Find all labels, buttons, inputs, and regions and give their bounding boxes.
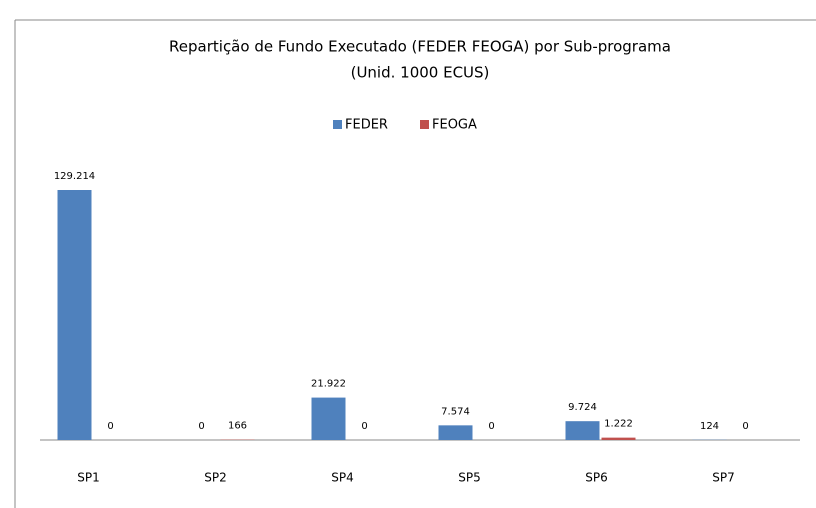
- x-tick-label: SP5: [458, 471, 481, 485]
- chart-title: Repartição de Fundo Executado (FEDER FEO…: [169, 38, 671, 56]
- bar: [311, 397, 346, 440]
- data-label: 0: [488, 421, 494, 432]
- x-tick-label: SP7: [712, 471, 735, 485]
- data-label: 7.574: [441, 406, 470, 417]
- legend-label: FEDER: [345, 118, 388, 133]
- data-label: 21.922: [311, 379, 346, 390]
- data-label: 129.214: [54, 171, 95, 182]
- x-tick-label: SP4: [331, 471, 354, 485]
- x-tick-label: SP6: [585, 471, 608, 485]
- data-label: 0: [361, 421, 367, 432]
- bar: [438, 425, 473, 440]
- legend-label: FEOGA: [432, 118, 477, 133]
- data-label: 124: [700, 421, 719, 432]
- chart-subtitle: (Unid. 1000 ECUS): [351, 64, 490, 82]
- data-label: 1.222: [604, 419, 633, 430]
- data-label: 0: [742, 421, 748, 432]
- x-tick-label: SP2: [204, 471, 227, 485]
- legend-swatch: [420, 120, 429, 129]
- bar: [601, 437, 636, 440]
- bar: [565, 421, 600, 440]
- data-label: 0: [107, 421, 113, 432]
- x-tick-label: SP1: [77, 471, 100, 485]
- bar: [57, 190, 92, 440]
- data-label: 0: [198, 421, 204, 432]
- data-label: 9.724: [568, 402, 597, 413]
- legend-swatch: [333, 120, 342, 129]
- data-label: 166: [228, 421, 247, 432]
